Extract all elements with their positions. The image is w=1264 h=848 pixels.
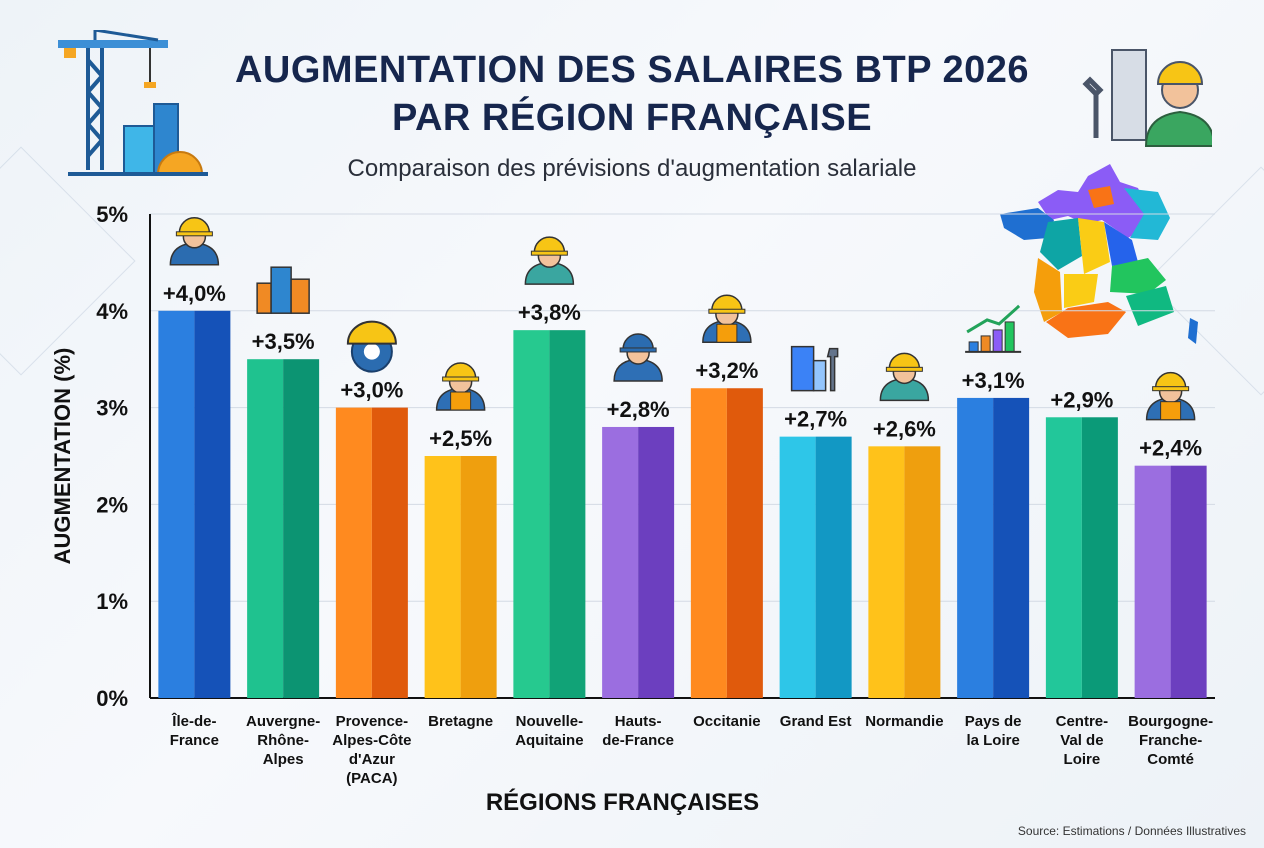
x-tick-label: Aquitaine: [515, 732, 583, 749]
x-tick-label: Val de: [1060, 732, 1103, 749]
bar-value-label: +3,5%: [252, 329, 315, 354]
chart-title-line-2: PAR RÉGION FRANÇAISE: [391, 97, 873, 139]
x-tick-label: Nouvelle-: [516, 713, 584, 730]
bar-right-8: [904, 446, 941, 698]
worker-icon: [702, 294, 752, 343]
bar-value-label: +3,8%: [518, 300, 581, 325]
x-tick-label: Rhône-: [257, 732, 309, 749]
source-note: Source: Estimations / Données Illustrati…: [1017, 824, 1246, 838]
bar-left-1: [247, 359, 284, 698]
growth-chart-icon: [965, 304, 1022, 353]
bar-value-label: +4,0%: [163, 281, 226, 306]
bar-left-6: [690, 388, 727, 698]
bar-right-3: [460, 456, 497, 698]
x-tick-label: de-France: [602, 732, 674, 749]
x-tick-label: d'Azur: [349, 751, 395, 768]
y-tick-label: 5%: [96, 202, 128, 227]
bar-left-8: [868, 446, 905, 698]
worker-suit-icon: [169, 217, 220, 266]
x-axis-label: RÉGIONS FRANÇAISES: [486, 788, 759, 816]
x-tick-label: Bretagne: [428, 713, 493, 730]
bar-right-1: [283, 359, 320, 698]
bar-value-label: +3,0%: [340, 378, 403, 403]
x-tick-label: Hauts-: [615, 713, 662, 730]
x-tick-label: Provence-: [336, 713, 409, 730]
x-tick-label: Grand Est: [780, 713, 852, 730]
crane-building-icon: [58, 30, 208, 176]
x-tick-label: Auvergne-: [246, 713, 320, 730]
bar-right-5: [638, 426, 675, 698]
x-tick-label: Comté: [1147, 751, 1194, 768]
y-tick-label: 2%: [96, 492, 128, 517]
building-wrench-icon: [790, 345, 839, 392]
x-tick-label: France: [170, 732, 219, 749]
bar-right-9: [993, 397, 1030, 698]
building-icon: [256, 266, 310, 314]
chart-title: AUGMENTATION DES SALAIRES BTP 2026 PAR R…: [150, 46, 1114, 142]
bar-value-label: +2,8%: [607, 397, 670, 422]
bar-value-label: +2,6%: [873, 416, 936, 441]
bar-right-2: [371, 407, 408, 698]
bar-value-label: +3,2%: [695, 358, 758, 383]
x-tick-label: Île-de-: [171, 712, 216, 730]
chart-subtitle: Comparaison des prévisions d'augmentatio…: [347, 155, 917, 182]
x-tick-label: Loire: [1064, 751, 1101, 768]
bar-right-10: [1081, 417, 1118, 698]
y-axis-label: AUGMENTATION (%): [50, 348, 75, 565]
x-tick-label: Occitanie: [693, 713, 761, 730]
france-map-icon: [1000, 164, 1198, 344]
x-tick-label: Pays de: [965, 713, 1022, 730]
x-tick-label: (PACA): [346, 770, 397, 787]
worker-icon: [1145, 372, 1196, 421]
bar-left-9: [957, 397, 994, 698]
bar-left-7: [779, 436, 816, 698]
y-tick-label: 4%: [96, 299, 128, 324]
worker-woman-icon: [879, 352, 930, 402]
bar-left-10: [1045, 417, 1082, 698]
bar-left-2: [335, 407, 372, 698]
y-tick-label: 3%: [96, 396, 128, 421]
bar-right-7: [815, 436, 852, 698]
worker-woman-icon: [524, 236, 575, 285]
bar-left-5: [602, 426, 639, 698]
worker-blue-hat-icon: [613, 333, 663, 382]
x-tick-label: la Loire: [966, 732, 1019, 749]
bar-value-label: +2,5%: [429, 426, 492, 451]
x-tick-label: Franche-: [1139, 732, 1202, 749]
x-tick-label: Centre-: [1056, 713, 1109, 730]
chart-title-line-1: AUGMENTATION DES SALAIRES BTP 2026: [234, 49, 1029, 91]
y-tick-label: 1%: [96, 589, 128, 614]
x-tick-label: Bourgogne-: [1128, 713, 1213, 730]
bar-value-label: +2,9%: [1050, 387, 1113, 412]
worker-building-icon: [1082, 49, 1212, 147]
bar-right-4: [549, 330, 586, 698]
x-tick-label: Normandie: [865, 713, 943, 730]
bar-left-4: [513, 330, 550, 698]
x-tick-label: Alpes-Côte: [332, 732, 411, 749]
hardhat-gear-icon: [346, 320, 397, 373]
bar-left-0: [158, 310, 195, 698]
bar-right-6: [726, 388, 763, 698]
bar-left-3: [424, 456, 461, 698]
worker-icon: [435, 362, 486, 411]
bar-right-0: [194, 310, 231, 698]
x-tick-label: Alpes: [263, 751, 304, 768]
bar-value-label: +3,1%: [962, 368, 1025, 393]
bar-left-11: [1134, 465, 1171, 698]
bar-value-label: +2,7%: [784, 407, 847, 432]
bar-value-label: +2,4%: [1139, 436, 1202, 461]
bar-right-11: [1170, 465, 1207, 698]
y-tick-label: 0%: [96, 686, 128, 711]
